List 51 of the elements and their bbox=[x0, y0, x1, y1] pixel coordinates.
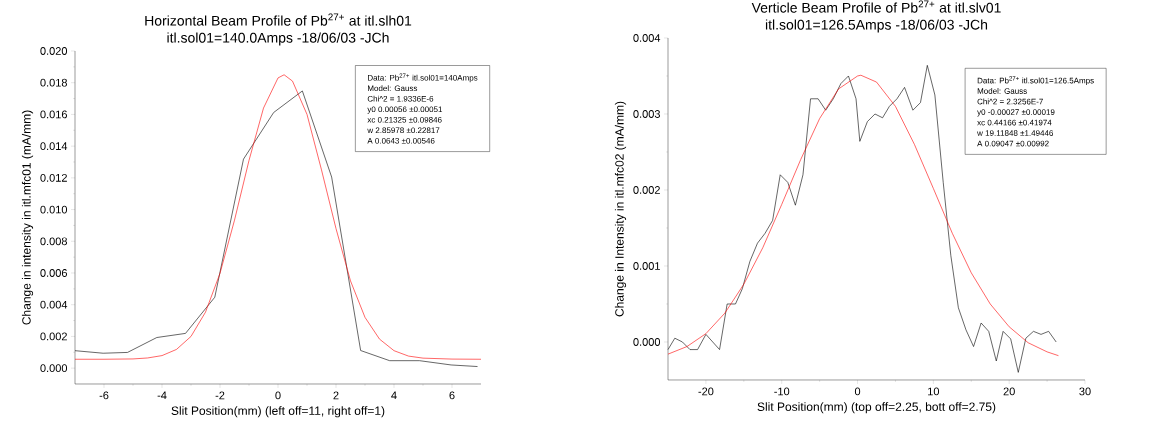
annotation: Chi^2 = 2.3256E-7 bbox=[977, 98, 1043, 105]
y-tick-label: 0.004 bbox=[633, 34, 661, 42]
x-axis-title: Slit Position(mm) (left off=11, right off=1) bbox=[171, 406, 385, 418]
x-tick-label: -2 bbox=[215, 391, 225, 400]
chart-title: Horizontal Beam Profile of Pb$^{27+}$ at itl.slh01 bbox=[145, 13, 412, 26]
x-axis-title: Slit Position(mm) (top off=2.25, bott off=2.75) bbox=[757, 402, 996, 414]
x-tick-label: 20 bbox=[1003, 387, 1015, 396]
annotation: xc 0.44166 ±0.41974 bbox=[977, 119, 1052, 126]
x-tick-label: -4 bbox=[157, 391, 167, 400]
x-tick-label: 30 bbox=[1079, 387, 1091, 396]
y-tick-label: 0.006 bbox=[40, 269, 67, 277]
x-tick-label: 6 bbox=[449, 391, 455, 400]
annotation: w 2.85978 ±0.22817 bbox=[367, 127, 440, 134]
chart-subtitle: itl.sol01=140.0Amps -18/06/03 -JCh bbox=[167, 32, 389, 46]
y-tick-label: 0.002 bbox=[633, 186, 660, 194]
y-axis-title: Change in intensity in itl.mfc01 (mA/mm) bbox=[21, 110, 34, 325]
annotation: Data: Pb$^{27+}$ itl.sol01=126.5Amps bbox=[977, 76, 1094, 85]
x-tick-label: 2 bbox=[333, 391, 339, 400]
annotation: xc 0.21325 ±0.09846 bbox=[367, 116, 442, 123]
y-tick-label: 0.000 bbox=[633, 338, 661, 346]
annotation: Data: Pb$^{27+}$ itl.sol01=140Amps bbox=[368, 73, 478, 83]
annotation: y0 -0.00027 ±0.00019 bbox=[977, 109, 1055, 117]
y-tick-label: 0.001 bbox=[633, 262, 660, 270]
chart-title: Verticle Beam Profile of Pb$^{27+}$ at itl.slv01 bbox=[751, 0, 1001, 13]
y-tick-label: 0.004 bbox=[40, 300, 68, 309]
y-tick-label: 0.003 bbox=[633, 110, 660, 118]
y-tick-label: 0.010 bbox=[40, 205, 68, 214]
chart-subtitle: itl.sol01=126.5Amps -18/06/03 -JCh bbox=[765, 19, 988, 33]
y-axis-title: Change in Intensity in itl.mfc02 (mA/mm) bbox=[614, 101, 627, 317]
x-tick-label: -6 bbox=[99, 391, 109, 400]
y-tick-label: 0.002 bbox=[40, 332, 67, 341]
y-tick-label: 0.014 bbox=[40, 142, 68, 151]
annotation: Chi^2 = 1.9336E-6 bbox=[367, 95, 434, 102]
annotation: y0 0.00056 ±0.00051 bbox=[367, 106, 443, 114]
y-tick-label: 0.016 bbox=[40, 110, 67, 119]
annotation: A 0.09047 ±0.00992 bbox=[977, 140, 1049, 147]
annotation: Model: Gauss bbox=[977, 88, 1027, 94]
x-tick-label: 0 bbox=[275, 391, 281, 400]
x-tick-label: 10 bbox=[928, 387, 940, 396]
annotation: A 0.0643 ±0.00546 bbox=[367, 137, 435, 144]
y-tick-label: 0.000 bbox=[40, 364, 68, 373]
annotation: w 19.11848 ±1.49446 bbox=[977, 130, 1054, 136]
y-tick-label: 0.020 bbox=[40, 47, 68, 55]
x-tick-label: 4 bbox=[391, 391, 397, 400]
x-tick-label: 0 bbox=[854, 387, 861, 396]
y-tick-label: 0.018 bbox=[40, 78, 67, 87]
x-tick-label: -10 bbox=[774, 387, 790, 396]
x-tick-label: -20 bbox=[698, 387, 714, 396]
y-tick-label: 0.012 bbox=[40, 173, 67, 182]
y-tick-label: 0.008 bbox=[40, 237, 67, 246]
annotation: Model: Gauss bbox=[368, 85, 418, 92]
